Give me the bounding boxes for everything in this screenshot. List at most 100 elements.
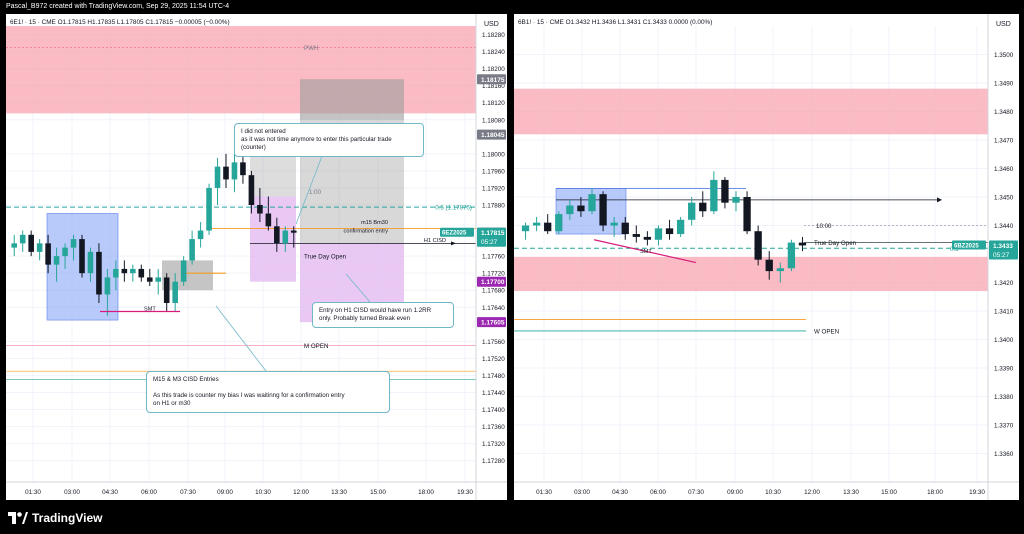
bar-countdown-label: 05:27 bbox=[481, 239, 498, 246]
y-tick-label: 1.3390 bbox=[994, 366, 1014, 373]
candle-body bbox=[282, 230, 289, 244]
candle-body bbox=[521, 225, 530, 232]
candle-body bbox=[121, 268, 128, 274]
candle-body bbox=[710, 179, 718, 212]
candle-body bbox=[197, 230, 204, 240]
target-box bbox=[250, 153, 296, 197]
x-tick-label: 18:00 bbox=[927, 489, 943, 496]
y-tick-label: 1.17720 bbox=[482, 271, 505, 278]
candle-body bbox=[754, 231, 762, 260]
currency-label: USD bbox=[996, 21, 1011, 28]
callout-not-entered-pointer bbox=[295, 150, 325, 225]
y-tick-label: 1.18080 bbox=[482, 117, 505, 124]
x-tick-label: 07:30 bbox=[180, 489, 196, 496]
bar-countdown-label: 05:27 bbox=[993, 252, 1010, 259]
last-price-label: 1.3433 bbox=[993, 243, 1013, 250]
symbol-legend: 6E1! · 15 · CME O1.17815 H1.17835 L1.178… bbox=[10, 19, 230, 26]
x-tick-label: 19:30 bbox=[457, 489, 473, 496]
y-tick-label: 1.17520 bbox=[482, 356, 505, 363]
y-tick-label: 1.18240 bbox=[482, 49, 505, 56]
callout-h1-entry-pointer bbox=[345, 273, 371, 303]
y-tick-label: 1.17480 bbox=[482, 373, 505, 380]
y-tick-label: 1.17560 bbox=[482, 339, 505, 346]
y-tick-label: 1.18160 bbox=[482, 83, 505, 90]
y-tick-label: 1.3450 bbox=[994, 195, 1014, 202]
candle-body bbox=[138, 268, 145, 278]
brand-name: TradingView bbox=[32, 511, 103, 525]
candle-body bbox=[223, 166, 229, 180]
demand-zone bbox=[514, 256, 988, 292]
x-tick-label: 04:30 bbox=[102, 489, 118, 496]
x-tick-label: 01:30 bbox=[536, 489, 552, 496]
candle-body bbox=[654, 228, 663, 240]
price-badge-label: 1.18045 bbox=[481, 132, 505, 139]
candle-body bbox=[189, 239, 195, 261]
candle-body bbox=[544, 222, 552, 232]
candle-body bbox=[566, 205, 574, 215]
chart-pane-left[interactable]: PWH 0.5 (1.17875) 1:00 m15 Bm30 confirmation… bbox=[6, 14, 507, 500]
x-tick-label: 13:30 bbox=[843, 489, 859, 496]
x-tick-label: 13:30 bbox=[331, 489, 347, 496]
candle-body bbox=[688, 202, 696, 220]
smt-label: SMT bbox=[144, 307, 156, 313]
candle-body bbox=[11, 243, 18, 248]
pwh-label: PWH bbox=[304, 45, 318, 52]
y-tick-label: 1.18000 bbox=[482, 151, 505, 158]
last-price-badge bbox=[989, 240, 1018, 260]
chart-left-canvas[interactable]: PWH 0.5 (1.17875) 1:00 m15 Bm30 confirmation… bbox=[6, 14, 507, 500]
candle-body bbox=[555, 214, 563, 232]
smt-label: SMT bbox=[640, 249, 652, 255]
candle-body bbox=[70, 239, 77, 248]
y-tick-label: 1.3470 bbox=[994, 138, 1014, 145]
last-price-badge bbox=[477, 227, 506, 247]
true-day-open-label: True Day Open bbox=[814, 240, 857, 247]
x-tick-label: 12:00 bbox=[293, 489, 309, 496]
y-tick-label: 1.17360 bbox=[482, 424, 505, 431]
tradingview-logo[interactable]: TradingView bbox=[8, 509, 102, 527]
candle-body bbox=[599, 194, 607, 226]
price-badge bbox=[477, 276, 506, 287]
candle-body bbox=[79, 239, 85, 274]
tradingview-logo-icon bbox=[8, 512, 28, 524]
candle-body bbox=[19, 234, 26, 244]
candle-body bbox=[248, 175, 255, 205]
y-tick-label: 1.17640 bbox=[482, 305, 505, 312]
y-tick-label: 1.17320 bbox=[482, 441, 505, 448]
x-tick-label: 15:00 bbox=[370, 489, 386, 496]
price-axis[interactable] bbox=[476, 14, 507, 500]
y-tick-label: 1.17960 bbox=[482, 168, 505, 175]
x-tick-label: 10:30 bbox=[255, 489, 271, 496]
callout-m15-entries-pointer bbox=[215, 305, 267, 372]
x-tick-label: 01:30 bbox=[25, 489, 41, 496]
x-tick-label: 09:00 bbox=[727, 489, 743, 496]
symbol-legend: 6B1! · 15 · CME O1.3432 H1.3436 L1.3431 … bbox=[518, 19, 712, 26]
candle-body bbox=[180, 260, 187, 282]
h1-cisd-label: H1 CISD bbox=[424, 238, 446, 244]
candle-body bbox=[87, 251, 94, 274]
candle-body bbox=[45, 243, 51, 265]
y-tick-label: 1.3360 bbox=[994, 451, 1014, 458]
callout-not-entered: I did not entered as it was not time any… bbox=[234, 123, 424, 157]
m-open-label: M OPEN bbox=[304, 343, 328, 350]
candle-body bbox=[146, 277, 153, 282]
price-badge bbox=[477, 317, 506, 328]
chart-caption: Pascal_B972 created with TradingView.com… bbox=[6, 3, 230, 10]
symbol-badge bbox=[952, 240, 986, 250]
y-tick-label: 1.17920 bbox=[482, 185, 505, 192]
y-tick-label: 1.3420 bbox=[994, 280, 1014, 287]
last-price-label: 1.17815 bbox=[481, 230, 505, 237]
h1-cisd-arrow bbox=[451, 241, 456, 246]
candle-body bbox=[765, 259, 773, 272]
price-badge-label: 1.18175 bbox=[481, 77, 505, 84]
fib-time-label: 1:00 bbox=[309, 189, 322, 196]
x-tick-label: 18:00 bbox=[418, 489, 434, 496]
supply-zone bbox=[514, 88, 988, 135]
fib-time-label: 10:00 bbox=[816, 223, 832, 230]
w-open-label: W OPEN bbox=[814, 328, 839, 335]
candle-body bbox=[206, 187, 212, 231]
candle-body bbox=[257, 204, 263, 214]
y-tick-label: 1.17440 bbox=[482, 390, 505, 397]
candle-body bbox=[214, 166, 221, 188]
